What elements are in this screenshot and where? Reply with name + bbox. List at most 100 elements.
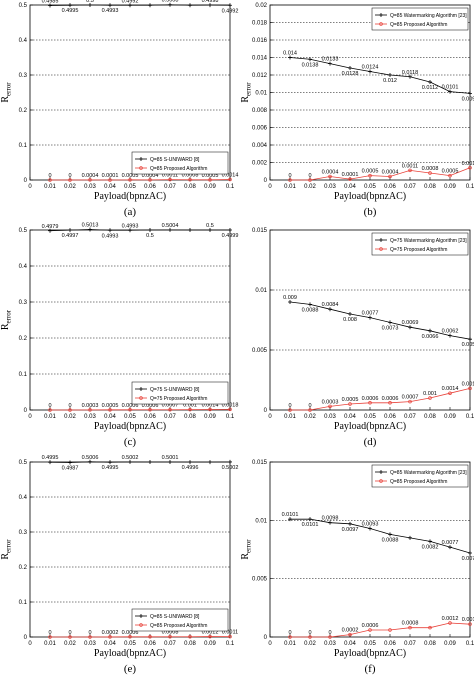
x-tick-label: 0.01: [284, 414, 296, 420]
data-point-plus: [348, 312, 352, 316]
data-label: 0.0093: [362, 522, 379, 528]
data-label: 0.012: [383, 78, 397, 84]
y-tick-label: 0.015: [252, 460, 268, 466]
data-point-circle: [88, 635, 92, 639]
data-point-circle: [88, 178, 92, 182]
data-label: 0.014: [283, 51, 297, 57]
x-tick-label: 0.02: [64, 641, 76, 647]
plot-frame: [269, 229, 471, 411]
data-label: 0.4995: [42, 455, 59, 461]
data-label: 0.0073: [382, 325, 399, 331]
data-label: 0.001: [183, 403, 197, 409]
data-point-circle: [108, 178, 112, 182]
data-point-plus: [148, 460, 152, 464]
x-tick-label: 0.1: [226, 184, 235, 190]
data-label: 0.0007: [162, 403, 179, 409]
data-label: 0.5: [206, 223, 214, 229]
data-point-circle: [388, 628, 392, 632]
panel-caption: (d): [364, 436, 377, 448]
data-label: 0.0062: [442, 329, 459, 335]
x-tick-label: 0.09: [444, 414, 456, 420]
y-tick-label: 0.5: [19, 228, 28, 234]
y-axis-label-subscript: error: [5, 309, 13, 323]
data-label: 0: [68, 630, 71, 636]
data-label: 0.0128: [342, 71, 359, 77]
data-point-circle: [428, 396, 432, 400]
data-point-plus: [408, 325, 412, 330]
data-label: 0.0101: [282, 512, 299, 518]
data-label: 0.5002: [222, 465, 239, 471]
data-label: 0.0002: [342, 628, 359, 634]
data-label: 0.4995: [102, 465, 119, 471]
data-label: 0.0004: [82, 173, 99, 179]
x-tick-label: 0.1: [466, 641, 474, 647]
data-label: 0: [48, 173, 51, 179]
data-point-circle: [428, 171, 432, 175]
legend-box: [131, 608, 229, 632]
data-point-circle: [148, 178, 152, 182]
x-tick-label: 0.08: [424, 414, 436, 420]
data-point-plus: [368, 69, 372, 74]
plot-frame: [269, 461, 471, 638]
data-label: 0.001: [423, 391, 437, 397]
data-point-circle: [208, 407, 212, 412]
data-label: 0: [288, 403, 291, 409]
data-point-plus: [68, 228, 72, 233]
data-label: 0.0005: [122, 173, 139, 179]
y-axis-label-subscript: error: [245, 82, 253, 96]
data-label: 0.5006: [82, 455, 99, 461]
data-point-plus: [168, 459, 172, 464]
y-tick-label: 0.014: [252, 56, 268, 62]
x-tick-label: 0.05: [364, 641, 376, 647]
y-tick-label: 0: [264, 635, 268, 641]
y-tick-label: 0.01: [255, 288, 267, 294]
y-tick-label: 0.005: [252, 348, 268, 354]
y-axis-label: Rerror: [240, 82, 253, 103]
data-label: 0.0099: [462, 96, 474, 102]
x-tick-label: 0.05: [124, 414, 136, 420]
data-point-circle: [148, 408, 152, 412]
x-tick-label: 0.03: [324, 184, 336, 190]
data-point-circle: [288, 178, 292, 182]
x-tick-label: 0.08: [184, 414, 196, 420]
data-label: 0.5001: [162, 455, 179, 461]
y-tick-label: 0.2: [19, 108, 28, 114]
data-point-circle: [128, 635, 132, 639]
x-tick-label: 0.07: [404, 414, 416, 420]
data-point-plus: [208, 228, 212, 232]
y-tick-label: 0.3: [19, 300, 28, 306]
data-label: 0.5: [86, 0, 94, 4]
x-tick-label: 0.09: [204, 641, 216, 647]
x-tick-label: 0.04: [104, 414, 116, 420]
data-label: 0.0088: [302, 307, 319, 313]
data-point-circle: [448, 173, 452, 178]
data-point-circle: [68, 408, 72, 412]
data-label: 0.008: [343, 317, 357, 323]
series-line-2: [290, 388, 471, 411]
data-point-plus: [448, 545, 452, 550]
x-tick-label: 0.09: [444, 641, 456, 647]
data-point-plus: [88, 227, 92, 232]
series-line-1: [290, 518, 471, 554]
data-point-plus: [128, 459, 132, 464]
data-point-circle: [328, 635, 332, 639]
data-label: 0.0004: [142, 173, 159, 179]
x-tick-label: 0.05: [124, 184, 136, 190]
data-label: 0.5013: [82, 223, 99, 229]
data-label: 0.0011: [222, 630, 238, 636]
legend-label: Q=75 Proposed Algorithm: [390, 247, 447, 253]
data-point-plus: [468, 551, 472, 555]
y-tick-label: 0.3: [19, 73, 28, 79]
x-axis-label: Payload(bpnzAC): [334, 421, 406, 432]
data-point-circle: [408, 168, 412, 173]
chart-panel-d: 0 0.005 0.01 0.015 0 0.01 0.02 0.03 0.04 0.05 0.06…: [252, 228, 474, 448]
data-label: 0: [48, 630, 51, 636]
data-point-circle: [188, 407, 192, 412]
x-tick-label: 0.04: [104, 641, 116, 647]
data-point-circle: [88, 408, 92, 412]
data-label: 0.0097: [342, 527, 359, 533]
data-label: 0.0018: [222, 402, 239, 408]
data-point-plus: [108, 460, 112, 465]
chart-panel-f: 0 0.005 0.01 0.015 0 0.01 0.02 0.03 0.04 0.05 0.06…: [240, 460, 474, 675]
